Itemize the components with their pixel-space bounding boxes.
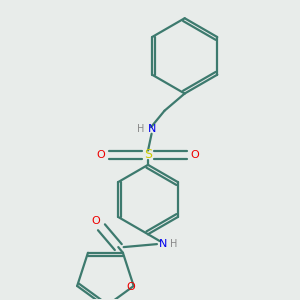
Text: H: H bbox=[169, 239, 177, 249]
Text: O: O bbox=[97, 150, 105, 160]
Text: O: O bbox=[92, 216, 100, 226]
Text: N: N bbox=[147, 124, 156, 134]
Text: O: O bbox=[190, 150, 200, 160]
Text: S: S bbox=[144, 148, 152, 161]
Text: N: N bbox=[159, 239, 167, 249]
Text: O: O bbox=[126, 283, 135, 292]
Text: H: H bbox=[137, 124, 144, 134]
